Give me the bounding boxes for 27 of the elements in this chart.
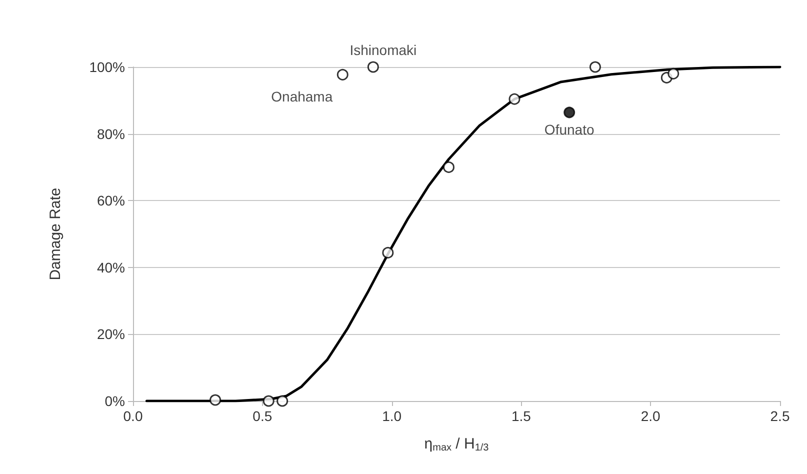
y-tick-label: 40% (96, 259, 125, 276)
y-tick-label: 60% (96, 192, 125, 209)
point (336, 68, 348, 80)
y-axis-title: Damage Rate (47, 188, 64, 280)
point (210, 394, 222, 406)
point (276, 395, 288, 407)
x-tick-label: 0.5 (252, 408, 272, 424)
point (382, 246, 394, 258)
y-tick-label: 100% (89, 59, 125, 75)
annotation: Onahama (271, 88, 333, 105)
point (508, 93, 520, 105)
point (262, 395, 274, 407)
x-tick-label: 0.0 (123, 408, 143, 424)
point (589, 61, 601, 73)
point (668, 68, 680, 80)
y-tick-label: 20% (96, 326, 125, 342)
annotation: Ishinomaki (350, 42, 417, 58)
point (367, 61, 379, 73)
y-tick-label: 80% (96, 126, 125, 142)
x-tick-label: 2.0 (640, 408, 661, 424)
annotation: Ofunato (544, 121, 594, 138)
point (442, 161, 454, 173)
x-tick-label: 2.5 (770, 408, 790, 424)
x-tick-label: 1.5 (511, 408, 532, 424)
y-tick-label: 0% (104, 393, 125, 409)
point (564, 106, 576, 118)
x-tick-label: 1.0 (382, 408, 402, 424)
